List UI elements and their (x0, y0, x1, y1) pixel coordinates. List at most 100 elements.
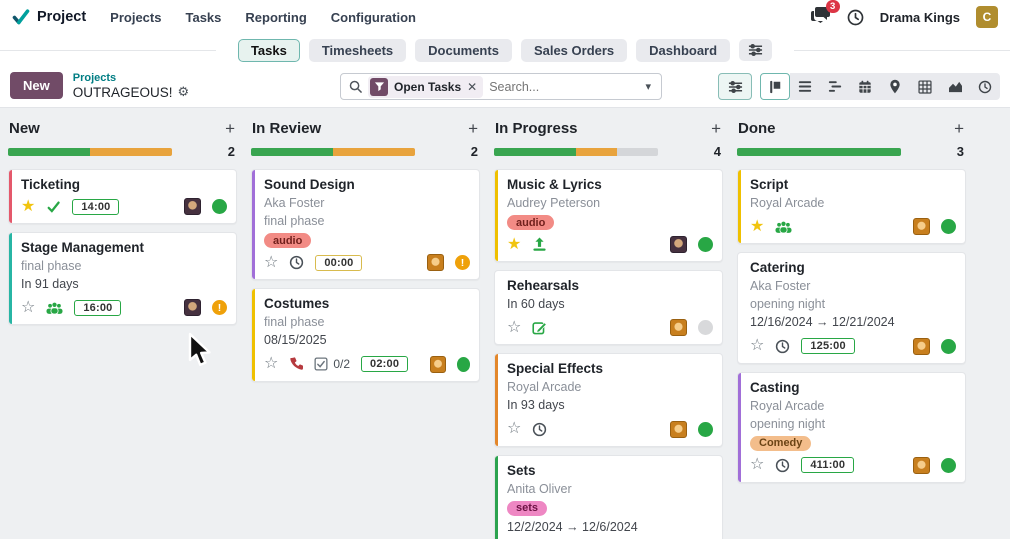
check-icon[interactable] (46, 200, 61, 214)
add-task-button[interactable]: + (225, 119, 235, 138)
view-button-pivot[interactable] (910, 73, 940, 100)
search-input[interactable] (489, 79, 634, 94)
progress-segment-orange[interactable] (90, 147, 172, 156)
view-button-graph[interactable] (940, 73, 970, 100)
kanban-card-sound-design[interactable]: Sound Design Aka Foster final phase audio ☆ 0… (251, 169, 480, 281)
assignee-avatar[interactable] (913, 456, 930, 474)
kanban-state-warning[interactable]: ! (455, 255, 470, 271)
search-dropdown-caret-icon[interactable]: ▾ (645, 81, 651, 93)
view-button-map[interactable] (880, 73, 910, 100)
star-outline-icon[interactable]: ☆ (264, 253, 279, 271)
assignee-avatar[interactable] (184, 198, 201, 215)
kanban-card-casting[interactable]: Casting Royal Arcade opening night Comedy ☆ 4… (737, 371, 966, 483)
assignee-avatar[interactable] (184, 299, 201, 317)
column-progress-bar[interactable] (494, 147, 658, 156)
column-progress-bar[interactable] (737, 147, 901, 156)
progress-segment-green[interactable] (8, 147, 90, 156)
add-task-button[interactable]: + (468, 119, 478, 138)
phone-icon[interactable] (289, 357, 304, 371)
view-button-kanban[interactable] (760, 73, 790, 100)
company-name[interactable]: Drama Kings (879, 9, 960, 25)
tab-timesheets[interactable]: Timesheets (308, 38, 407, 62)
star-outline-icon[interactable]: ☆ (507, 420, 522, 437)
app-logo[interactable]: Project (12, 9, 104, 25)
star-outline-icon[interactable]: ☆ (21, 298, 36, 316)
kanban-card-rehearsals[interactable]: Rehearsals In 60 days ☆ (494, 270, 723, 346)
view-switcher (760, 73, 1000, 100)
assignee-avatar[interactable] (427, 254, 444, 272)
user-avatar[interactable]: C (976, 6, 998, 28)
star-outline-icon[interactable]: ☆ (750, 337, 765, 354)
upload-icon[interactable] (532, 237, 547, 252)
kanban-card-music-lyrics[interactable]: Music & Lyrics Audrey Peterson audio ★ (494, 169, 723, 263)
tab-dashboard[interactable]: Dashboard (636, 38, 731, 62)
star-outline-icon[interactable]: ☆ (264, 355, 279, 372)
kanban-card-costumes[interactable]: Costumes final phase 08/15/2025 ☆ 0/2 02:00 (251, 288, 480, 382)
progress-segment-orange[interactable] (333, 147, 415, 156)
nav-menu-configuration[interactable]: Configuration (330, 9, 416, 25)
nav-menu-projects[interactable]: Projects (110, 9, 162, 25)
tab-documents[interactable]: Documents (415, 38, 512, 62)
nav-menu-reporting[interactable]: Reporting (245, 9, 307, 25)
column-progress-bar[interactable] (8, 147, 172, 156)
clock-icon[interactable] (289, 255, 304, 270)
column-progress-bar[interactable] (251, 147, 415, 156)
kanban-state-green[interactable] (941, 219, 956, 235)
tab-tasks[interactable]: Tasks (237, 38, 300, 62)
messages-button[interactable]: 3 (810, 0, 840, 28)
clock-icon[interactable] (532, 422, 547, 437)
kanban-card-special-effects[interactable]: Special Effects Royal Arcade In 93 days ☆ (494, 353, 723, 447)
view-button-calendar[interactable] (850, 73, 880, 100)
assignee-avatar[interactable] (913, 218, 930, 236)
assignee-avatar[interactable] (670, 420, 687, 438)
clock-icon[interactable] (775, 458, 790, 473)
kanban-card-stage-management[interactable]: Stage Management final phase In 91 days ☆ 16… (8, 232, 237, 326)
kanban-state-green[interactable] (941, 457, 956, 473)
embedded-views-settings-button[interactable] (739, 39, 773, 61)
new-button[interactable]: New (10, 72, 63, 100)
kanban-card-script[interactable]: Script Royal Arcade ★ (737, 169, 966, 245)
kanban-card-ticketing[interactable]: Ticketing ★ 14:00 (8, 169, 237, 224)
group-icon[interactable] (46, 301, 63, 315)
progress-segment-green[interactable] (737, 147, 901, 156)
kanban-state-green[interactable] (698, 237, 713, 253)
progress-segment-green[interactable] (494, 147, 576, 156)
filter-remove-icon[interactable]: ✕ (467, 79, 478, 94)
assignee-avatar[interactable] (913, 337, 930, 355)
kanban-card-sets[interactable]: Sets Anita Oliver sets 12/2/2024 → 12/6/202… (494, 454, 723, 539)
add-task-button[interactable]: + (954, 119, 964, 138)
kanban-card-catering[interactable]: Catering Aka Foster opening night 12/16/202… (737, 252, 966, 364)
activities-button[interactable] (847, 9, 864, 26)
star-outline-icon[interactable]: ☆ (507, 318, 522, 336)
progress-segment-green[interactable] (251, 147, 333, 156)
view-button-gantt[interactable] (820, 73, 850, 100)
kanban-state-warning[interactable]: ! (212, 300, 227, 316)
edit-icon[interactable] (532, 320, 548, 335)
kanban-state-green[interactable] (941, 338, 956, 354)
progress-segment-gray[interactable] (617, 147, 658, 156)
assignee-avatar[interactable] (430, 355, 446, 373)
clock-icon[interactable] (775, 339, 790, 354)
project-settings-gear-icon[interactable]: ⚙ (177, 84, 190, 100)
view-button-activity[interactable] (970, 73, 1000, 100)
kanban-state-gray[interactable] (698, 320, 713, 336)
kanban-state-green[interactable] (698, 421, 713, 437)
view-button-list[interactable] (790, 73, 820, 100)
kanban-state-green[interactable] (456, 356, 470, 372)
progress-segment-orange[interactable] (576, 147, 617, 156)
search-bar[interactable]: Open Tasks ✕ ▾ (340, 73, 662, 100)
star-filled-icon[interactable]: ★ (750, 217, 765, 235)
assignee-avatar[interactable] (670, 236, 687, 254)
tab-sales-orders[interactable]: Sales Orders (520, 38, 628, 62)
breadcrumb-projects-link[interactable]: Projects (72, 72, 117, 85)
assignee-avatar[interactable] (670, 319, 687, 337)
filters-toggle-button[interactable] (718, 73, 752, 100)
nav-menu-tasks[interactable]: Tasks (185, 9, 222, 25)
star-filled-icon[interactable]: ★ (507, 235, 522, 253)
star-filled-icon[interactable]: ★ (21, 197, 36, 215)
kanban-state-green[interactable] (212, 199, 227, 214)
group-icon[interactable] (775, 220, 792, 234)
add-task-button[interactable]: + (711, 119, 721, 138)
checklist-icon[interactable] (314, 357, 328, 371)
star-outline-icon[interactable]: ☆ (750, 456, 765, 474)
